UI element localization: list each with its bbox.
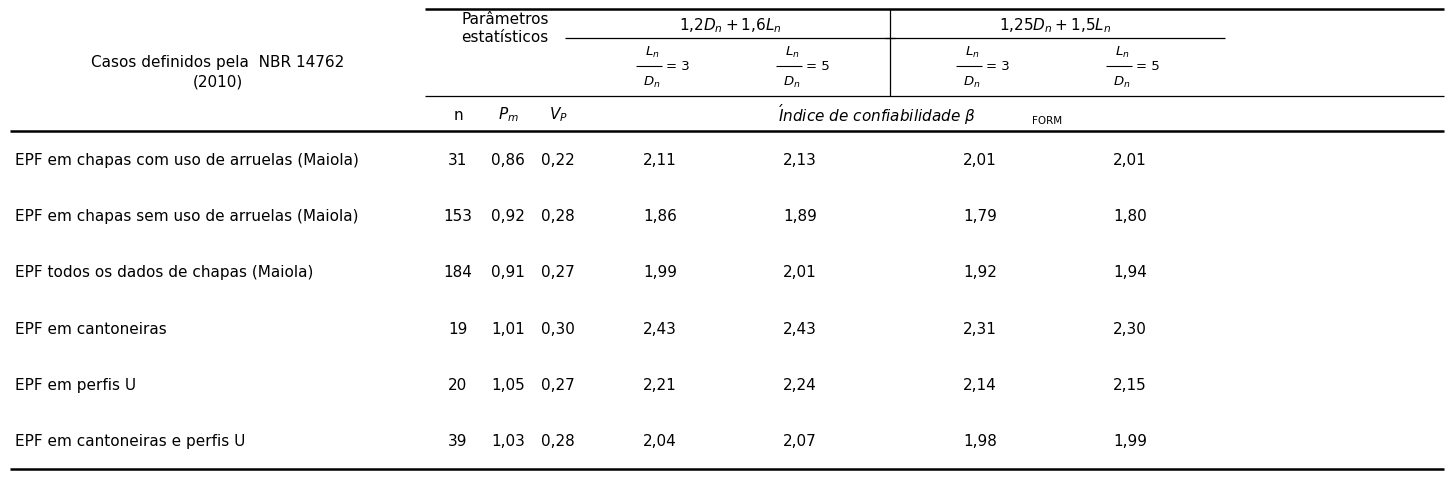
Text: 2,01: 2,01 (784, 265, 817, 280)
Text: 0,28: 0,28 (541, 433, 574, 448)
Text: 1,94: 1,94 (1114, 265, 1147, 280)
Text: 1,79: 1,79 (963, 209, 997, 224)
Text: 1,92: 1,92 (963, 265, 997, 280)
Text: $D_n$: $D_n$ (1114, 74, 1131, 89)
Text: 2,11: 2,11 (643, 152, 678, 168)
Text: Parâmetros: Parâmetros (461, 12, 548, 26)
Text: estatísticos: estatísticos (461, 30, 548, 46)
Text: $L_n$: $L_n$ (1115, 44, 1130, 60)
Text: 2,43: 2,43 (643, 321, 678, 336)
Text: n: n (454, 107, 462, 122)
Text: $\acute{I}ndice\ de\ confiabilidade\ \beta$: $\acute{I}ndice\ de\ confiabilidade\ \be… (778, 102, 976, 127)
Text: 0,22: 0,22 (541, 152, 574, 168)
Text: 1,03: 1,03 (491, 433, 525, 448)
Text: 2,24: 2,24 (784, 377, 817, 392)
Text: (2010): (2010) (192, 74, 243, 89)
Text: $1{,}2D_n + 1{,}6L_n$: $1{,}2D_n + 1{,}6L_n$ (679, 17, 781, 35)
Text: 1,86: 1,86 (643, 209, 678, 224)
Text: 0,27: 0,27 (541, 265, 574, 280)
Text: 2,30: 2,30 (1114, 321, 1147, 336)
Text: 2,15: 2,15 (1114, 377, 1147, 392)
Text: EPF todos os dados de chapas (Maiola): EPF todos os dados de chapas (Maiola) (15, 265, 314, 280)
Text: 0,30: 0,30 (541, 321, 574, 336)
Text: 2,13: 2,13 (784, 152, 817, 168)
Text: 31: 31 (448, 152, 468, 168)
Text: 0,86: 0,86 (491, 152, 525, 168)
Text: $D_n$: $D_n$ (964, 74, 980, 89)
Text: = 5: = 5 (1136, 60, 1160, 73)
Text: 2,21: 2,21 (643, 377, 678, 392)
Text: 153: 153 (443, 209, 473, 224)
Text: 1,89: 1,89 (784, 209, 817, 224)
Text: = 3: = 3 (986, 60, 1009, 73)
Text: 0,92: 0,92 (491, 209, 525, 224)
Text: 1,98: 1,98 (963, 433, 997, 448)
Text: EPF em perfis U: EPF em perfis U (15, 377, 137, 392)
Text: EPF em cantoneiras: EPF em cantoneiras (15, 321, 167, 336)
Text: 184: 184 (443, 265, 473, 280)
Text: 2,31: 2,31 (963, 321, 997, 336)
Text: $L_n$: $L_n$ (644, 44, 659, 60)
Text: EPF em chapas com uso de arruelas (Maiola): EPF em chapas com uso de arruelas (Maiol… (15, 152, 359, 168)
Text: 2,14: 2,14 (963, 377, 997, 392)
Text: 20: 20 (448, 377, 468, 392)
Text: $L_n$: $L_n$ (785, 44, 800, 60)
Text: 2,01: 2,01 (1114, 152, 1147, 168)
Text: 1,01: 1,01 (491, 321, 525, 336)
Text: 2,07: 2,07 (784, 433, 817, 448)
Text: = 3: = 3 (666, 60, 689, 73)
Text: 19: 19 (448, 321, 468, 336)
Text: 0,27: 0,27 (541, 377, 574, 392)
Text: $D_n$: $D_n$ (643, 74, 660, 89)
Text: 1,80: 1,80 (1114, 209, 1147, 224)
Text: 2,43: 2,43 (784, 321, 817, 336)
Text: $1{,}25D_n + 1{,}5L_n$: $1{,}25D_n + 1{,}5L_n$ (999, 17, 1111, 35)
Text: 39: 39 (448, 433, 468, 448)
Text: Casos definidos pela  NBR 14762: Casos definidos pela NBR 14762 (90, 54, 345, 69)
Text: FORM: FORM (1032, 116, 1061, 126)
Text: EPF em chapas sem uso de arruelas (Maiola): EPF em chapas sem uso de arruelas (Maiol… (15, 209, 359, 224)
Text: 1,05: 1,05 (491, 377, 525, 392)
Text: 2,04: 2,04 (643, 433, 678, 448)
Text: $L_n$: $L_n$ (964, 44, 980, 60)
Text: 2,01: 2,01 (963, 152, 997, 168)
Text: $P_m$: $P_m$ (497, 106, 519, 124)
Text: 0,91: 0,91 (491, 265, 525, 280)
Text: 1,99: 1,99 (1112, 433, 1147, 448)
Text: = 5: = 5 (806, 60, 830, 73)
Text: EPF em cantoneiras e perfis U: EPF em cantoneiras e perfis U (15, 433, 246, 448)
Text: $D_n$: $D_n$ (784, 74, 801, 89)
Text: 1,99: 1,99 (643, 265, 678, 280)
Text: $V_P$: $V_P$ (548, 106, 567, 124)
Text: 0,28: 0,28 (541, 209, 574, 224)
